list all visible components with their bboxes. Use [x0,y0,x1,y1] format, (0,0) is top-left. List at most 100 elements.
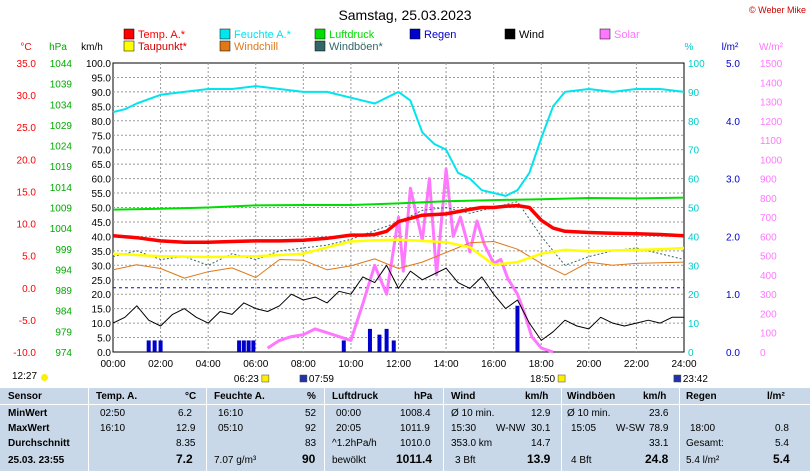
rain-tick-label: 2.0 [726,232,740,243]
stats-min-temp-time: 02:50 [100,408,126,419]
wind-tick-label: 100.0 [86,59,111,70]
temp-tick-label: -10.0 [13,348,36,359]
pressure-tick-label: 1029 [50,121,73,132]
sun-moon-markers: 06:23 07:59 18:50 23:42 [234,374,708,385]
pressure-tick-label: 1009 [50,204,73,215]
moonset-marker [261,374,270,383]
stats-max-label: MaxWert [8,423,50,434]
series-feuchte-a [112,85,685,197]
pressure-tick-label: 1024 [50,142,73,153]
legend-swatch [219,40,231,52]
stats-col-divider [679,388,680,471]
x-tick-label: 24:00 [671,359,696,370]
wind-axis-unit: km/h [81,42,103,53]
stats-max-boeen-dir: W-SW [616,423,645,434]
legend-swatch [314,28,326,40]
stats-current-wind-val: 13.9 [527,452,551,466]
legend-label: Taupunkt* [138,41,188,53]
stats-max-boeen-time: 15:05 [571,423,597,434]
stats-current-regen-val: 5.4 [773,452,790,466]
stats-header-temp-unit: °C [185,391,197,402]
stats-header-temp: Temp. A. [96,391,138,402]
x-tick-label: 10:00 [338,359,363,370]
legend-label: Luftdruck [329,29,375,41]
stats-min-feuchte-val: 52 [305,408,317,419]
temp-tick-label: 0.0 [22,284,36,295]
solar-tick-label: 0 [760,348,766,359]
stats-max-luft-time: 20:05 [336,423,362,434]
stats-current-luft-val: 1011.4 [396,452,433,466]
humidity-tick-label: 80 [688,117,700,128]
pressure-tick-label: 1004 [50,224,73,235]
series-windchill [112,241,685,279]
pressure-tick-label: 989 [55,286,72,297]
stats-avg-feuchte-val: 83 [305,438,317,449]
stats-max-wind-dir: W-NW [496,423,526,434]
stats-current-boeen-desc: 4 Bft [571,455,592,466]
pressure-tick-label: 1044 [50,59,73,70]
temp-tick-label: 35.0 [17,59,37,70]
stats-current-feuchte-val: 90 [302,452,316,466]
x-tick-label: 14:00 [434,359,459,370]
temp-tick-label: 15.0 [17,187,37,198]
x-tick-label: 16:00 [481,359,506,370]
wind-tick-label: 90.0 [92,88,112,99]
solar-tick-label: 700 [760,213,777,224]
humidity-tick-label: 50 [688,204,700,215]
solar-tick-label: 600 [760,232,777,243]
legend-swatch [123,28,135,40]
legend-swatch [123,40,135,52]
stats-avg-boeen-val: 33.1 [649,438,669,449]
stats-col-divider [443,388,444,471]
stats-min-temp-val: 6.2 [178,408,192,419]
humidity-tick-label: 20 [688,290,700,301]
sunset-marker-time: 18:50 [530,374,555,385]
legend-label: Solar [614,29,640,41]
x-tick-label: 08:00 [291,359,316,370]
stats-max-boeen-val: 78.9 [649,423,669,434]
legend-label: Windchill [234,41,278,53]
x-tick-label: 22:00 [624,359,649,370]
stats-avg-luft-val: 1010.0 [400,438,431,449]
x-tick-label: 18:00 [529,359,554,370]
sunrise-marker-time: 07:59 [309,374,334,385]
humidity-tick-label: 0 [688,348,694,359]
wind-tick-label: 5.0 [97,334,111,345]
x-tick-label: 12:00 [386,359,411,370]
stats-min-label: MinWert [8,408,48,419]
chart-title: Samstag, 25.03.2023 [338,7,471,23]
pressure-tick-label: 984 [55,307,72,318]
solar-tick-label: 500 [760,252,777,263]
x-tick-label: 00:00 [100,359,125,370]
pressure-tick-label: 979 [55,327,72,338]
axis-ticks: 35.0 30.0 25.0 20.0 15.0 10.0 5.0 0.0 -5.0 -10.0 1… [13,59,782,370]
solar-tick-label: 800 [760,194,777,205]
stats-avg-regen-val: 5.4 [775,438,789,449]
x-tick-label: 06:00 [243,359,268,370]
solar-tick-label: 300 [760,290,777,301]
wind-tick-label: 70.0 [92,146,112,157]
stats-max-luft-val: 1011.9 [400,423,430,434]
stats-avg-wind-desc: 353.0 km [451,438,493,449]
stats-header-luft: Luftdruck [332,391,379,402]
solar-tick-label: 900 [760,175,777,186]
stats-current-label: 25.03. 23:55 [8,455,65,466]
stats-header-feuchte: Feuchte A. [214,391,265,402]
humidity-tick-label: 30 [688,261,700,272]
stats-max-feuchte-time: 05:10 [218,423,244,434]
stats-avg-temp-val: 8.35 [176,438,196,449]
solar-tick-label: 200 [760,309,777,320]
stats-min-boeen-val: 23.6 [649,408,669,419]
legend-label: Temp. A.* [138,29,186,41]
stats-header-wind-unit: km/h [525,391,549,402]
rain-axis-unit: l/m² [722,42,739,53]
rain-tick-label: 1.0 [726,290,740,301]
stats-current-luft-desc: bewölkt [332,455,366,466]
wind-tick-label: 30.0 [92,261,112,272]
wind-tick-label: 40.0 [92,232,112,243]
side-sun-icon [41,374,48,381]
temp-tick-label: -5.0 [19,316,37,327]
wind-tick-label: 25.0 [92,276,112,287]
sunset-marker [557,374,566,383]
humidity-axis-unit: % [685,42,694,53]
